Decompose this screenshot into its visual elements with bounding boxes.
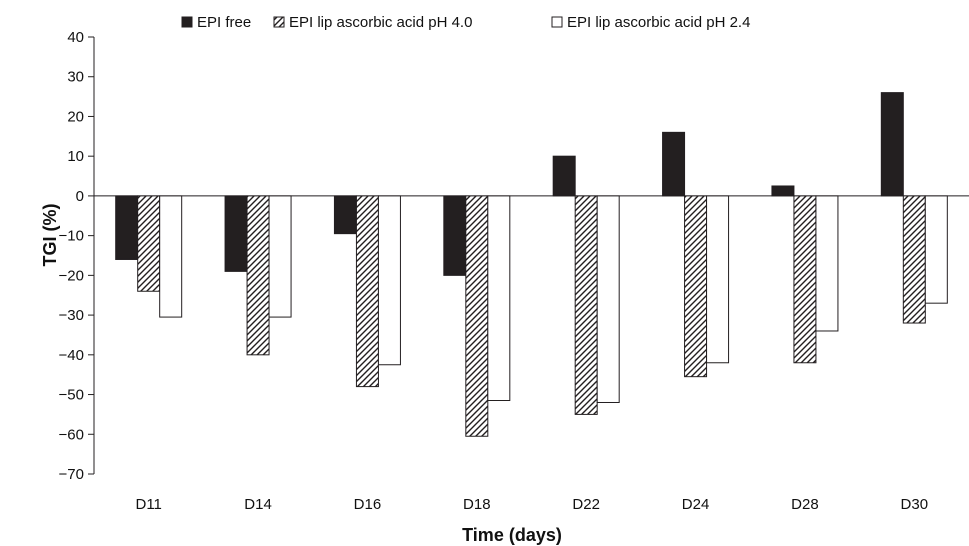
y-tick-label: −30 xyxy=(59,307,84,324)
labels: 40 30 20 10 0 −10 −20 −30 −40 −50 −60 −70 D11 D14 D16 D… xyxy=(59,29,929,513)
legend: EPI free EPI lip ascorbic acid pH 4.0 EPI … xyxy=(181,14,750,31)
y-tick-label: 30 xyxy=(67,69,84,86)
legend-swatch xyxy=(273,16,285,28)
y-tick-label: −70 xyxy=(59,466,84,483)
legend-label: EPI lip ascorbic acid pH 4.0 xyxy=(289,14,472,31)
bar-epi-lip-ascorbic-acid-ph-2-4-d24 xyxy=(706,195,730,364)
y-tick-label: 40 xyxy=(67,29,84,46)
legend-label: EPI lip ascorbic acid pH 2.4 xyxy=(567,14,750,31)
bar-epi-free-d18 xyxy=(443,195,467,276)
bar-epi-free-d24 xyxy=(662,131,686,197)
y-tick-label: 0 xyxy=(76,188,84,205)
legend-label: EPI free xyxy=(197,14,251,31)
bar-epi-lip-ascorbic-acid-ph-2-4-d11 xyxy=(159,195,183,318)
bar-epi-lip-ascorbic-acid-ph-4-0-d24 xyxy=(684,195,708,378)
bar-epi-free-d16 xyxy=(333,195,357,235)
bar-epi-lip-ascorbic-acid-ph-4-0-d16 xyxy=(355,195,379,388)
bar-epi-lip-ascorbic-acid-ph-4-0-d11 xyxy=(137,195,161,292)
x-tick-label: D30 xyxy=(901,496,929,513)
bars xyxy=(115,92,948,437)
y-tick-label: 10 xyxy=(67,148,84,165)
bar-epi-lip-ascorbic-acid-ph-4-0-d14 xyxy=(246,195,270,356)
bar-epi-lip-ascorbic-acid-ph-4-0-d18 xyxy=(465,195,489,437)
y-tick-label: −50 xyxy=(59,387,84,404)
bar-epi-lip-ascorbic-acid-ph-2-4-d30 xyxy=(924,195,948,304)
bar-epi-free-d28 xyxy=(771,185,795,197)
bar-epi-free-d30 xyxy=(880,92,904,197)
x-tick-label: D14 xyxy=(244,496,272,513)
y-tick-label: 20 xyxy=(67,108,84,125)
legend-swatch xyxy=(181,16,193,28)
bar-epi-lip-ascorbic-acid-ph-2-4-d18 xyxy=(487,195,511,402)
bar-epi-lip-ascorbic-acid-ph-2-4-d14 xyxy=(268,195,292,318)
bar-epi-lip-ascorbic-acid-ph-4-0-d28 xyxy=(793,195,817,364)
x-tick-label: D18 xyxy=(463,496,491,513)
x-tick-label: D28 xyxy=(791,496,819,513)
bar-epi-free-d14 xyxy=(224,195,248,272)
x-tick-label: D16 xyxy=(354,496,382,513)
x-tick-label: D24 xyxy=(682,496,710,513)
x-tick-label: D11 xyxy=(135,496,161,513)
y-tick-label: −10 xyxy=(59,228,84,245)
y-axis-title: TGI (%) xyxy=(40,204,60,267)
bar-epi-lip-ascorbic-acid-ph-2-4-d28 xyxy=(815,195,839,332)
legend-swatch xyxy=(551,16,563,28)
y-tick-label: −40 xyxy=(59,347,84,364)
bar-epi-free-d22 xyxy=(552,155,576,197)
y-tick-label: −20 xyxy=(59,267,84,284)
bar-epi-lip-ascorbic-acid-ph-4-0-d22 xyxy=(574,195,598,415)
bar-epi-lip-ascorbic-acid-ph-4-0-d30 xyxy=(902,195,926,324)
y-tick-label: −60 xyxy=(59,426,84,443)
bar-epi-lip-ascorbic-acid-ph-2-4-d22 xyxy=(596,195,620,403)
x-tick-label: D22 xyxy=(572,496,600,513)
x-axis-title: Time (days) xyxy=(462,525,562,545)
bar-epi-lip-ascorbic-acid-ph-2-4-d16 xyxy=(377,195,401,366)
bar-epi-free-d11 xyxy=(115,195,139,260)
